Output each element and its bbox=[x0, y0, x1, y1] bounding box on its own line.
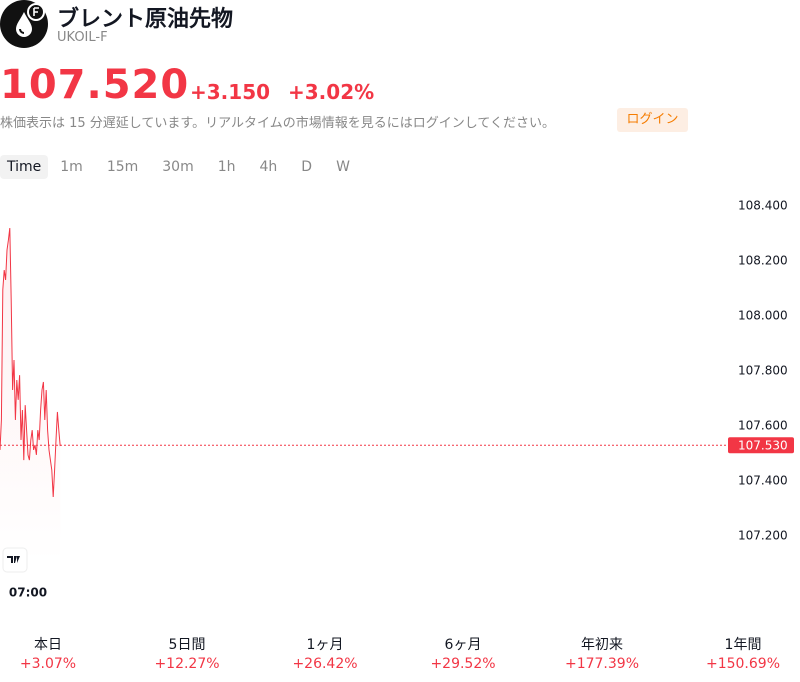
performance-value: +150.69% bbox=[705, 656, 781, 672]
timeframe-tab[interactable]: 30m bbox=[162, 159, 194, 175]
timeframe-tab[interactable]: D bbox=[301, 159, 313, 175]
performance-label: 1ヶ月 bbox=[306, 637, 344, 653]
timeframe-tab[interactable]: W bbox=[336, 159, 350, 175]
performance-item: 本日 +3.07% bbox=[0, 634, 108, 672]
performance-value: +26.42% bbox=[292, 656, 358, 672]
timeframe-tab[interactable]: 1h bbox=[217, 159, 236, 175]
performance-item: 年初来 +177.39% bbox=[542, 634, 662, 672]
change-percent: +3.02% bbox=[288, 80, 375, 104]
symbol: UKOIL-F bbox=[57, 30, 108, 45]
timeframe-tab[interactable]: 1m bbox=[60, 159, 83, 175]
performance-label: 本日 bbox=[34, 637, 62, 653]
login-button[interactable]: ログイン bbox=[617, 108, 688, 132]
performance-label: 6ヶ月 bbox=[444, 637, 482, 653]
y-tick-label: 108.000 bbox=[738, 309, 788, 323]
title: ブレント原油先物 bbox=[57, 7, 234, 32]
performance-item: 1年間 +150.69% bbox=[683, 634, 800, 672]
performance-value: +177.39% bbox=[564, 656, 640, 672]
y-tick-label: 107.200 bbox=[738, 529, 788, 543]
timeframe-tab[interactable]: 4h bbox=[259, 159, 278, 175]
timeframe-tabs: Time 1m 15m 30m 1h 4h D W bbox=[0, 155, 367, 179]
performance-item: 6ヶ月 +29.52% bbox=[403, 634, 523, 672]
change: +3.150 bbox=[190, 80, 271, 104]
performance-label: 年初来 bbox=[581, 637, 623, 653]
performance-item: 5日間 +12.27% bbox=[127, 634, 247, 672]
last-price-label: 107.530 bbox=[738, 438, 788, 452]
y-tick-label: 108.200 bbox=[738, 254, 788, 268]
performance-label: 1年間 bbox=[724, 637, 762, 653]
performance-label: 5日間 bbox=[168, 637, 206, 653]
timeframe-tab[interactable]: 15m bbox=[106, 159, 139, 175]
performance-value: +12.27% bbox=[154, 656, 220, 672]
x-tick-label: 07:00 bbox=[9, 586, 47, 600]
performance-item: 1ヶ月 +26.42% bbox=[265, 634, 385, 672]
delay-notice: 株価表示は 15 分遅延しています。リアルタイムの市場情報を見るにはログインして… bbox=[0, 116, 555, 131]
last-price-box bbox=[728, 437, 794, 454]
y-tick-label: 107.400 bbox=[738, 474, 788, 488]
y-tick-label: 108.400 bbox=[738, 199, 788, 213]
performance-value: +3.07% bbox=[19, 656, 77, 672]
price: 107.520 bbox=[0, 62, 190, 108]
performance-value: +29.52% bbox=[430, 656, 496, 672]
area bbox=[0, 228, 61, 564]
y-tick-label: 107.600 bbox=[738, 419, 788, 433]
timeframe-tab[interactable]: Time bbox=[0, 155, 49, 179]
y-tick-label: 107.800 bbox=[738, 364, 788, 378]
price-line bbox=[0, 227, 61, 497]
